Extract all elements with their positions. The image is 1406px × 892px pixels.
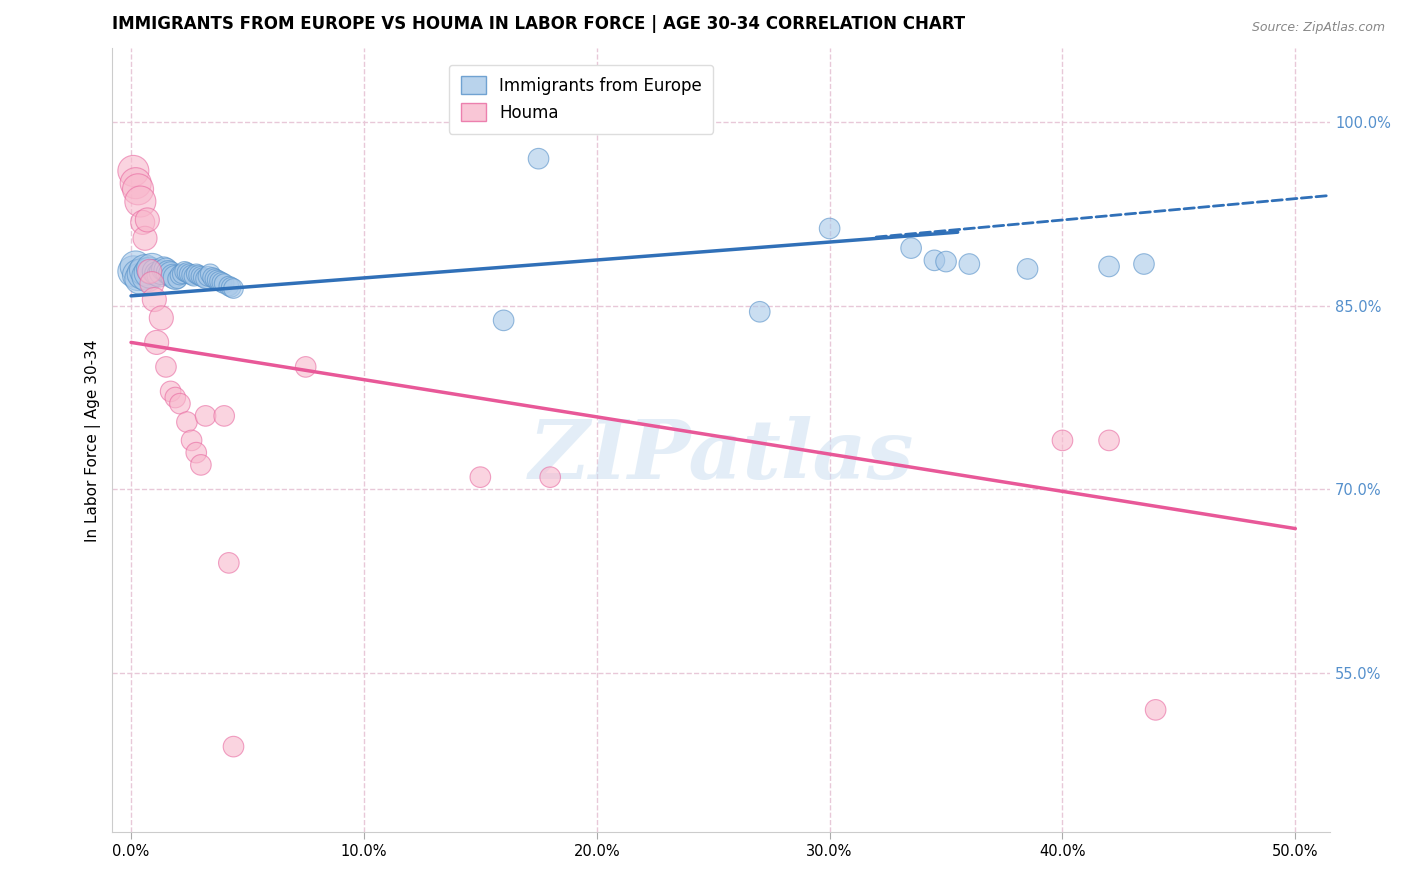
Point <box>127 268 149 282</box>
Point <box>122 164 145 178</box>
Point <box>212 409 235 423</box>
Point <box>127 182 149 196</box>
Point <box>134 231 156 245</box>
Point <box>152 261 174 276</box>
Point <box>165 270 187 285</box>
Text: N =: N = <box>595 75 626 93</box>
Point <box>125 260 148 274</box>
Point <box>222 281 245 295</box>
Point <box>176 415 198 429</box>
Point <box>155 263 177 277</box>
Point <box>138 264 160 278</box>
Point <box>194 271 217 285</box>
Point <box>143 264 166 278</box>
Point <box>141 277 163 291</box>
Point <box>136 213 159 227</box>
Point <box>143 293 166 307</box>
Text: R =: R = <box>505 75 536 93</box>
Point <box>924 253 946 268</box>
Point <box>131 267 153 281</box>
Point <box>1133 257 1156 271</box>
Point <box>186 267 208 281</box>
Point <box>176 266 198 280</box>
Point <box>204 271 226 285</box>
Point <box>136 269 159 284</box>
Point <box>169 397 191 411</box>
Text: Source: ZipAtlas.com: Source: ZipAtlas.com <box>1251 21 1385 34</box>
Point <box>957 257 980 271</box>
Point <box>294 359 316 374</box>
Point <box>527 152 550 166</box>
Point <box>218 556 240 570</box>
Text: 0.301: 0.301 <box>533 75 588 93</box>
Point <box>141 261 163 276</box>
Point <box>222 739 245 754</box>
Point <box>190 458 212 472</box>
Point <box>173 264 195 278</box>
Point <box>212 277 235 291</box>
Point <box>194 409 217 423</box>
Point <box>818 221 841 235</box>
Point <box>900 241 922 255</box>
Point <box>122 264 145 278</box>
Y-axis label: In Labor Force | Age 30-34: In Labor Force | Age 30-34 <box>86 339 101 541</box>
Point <box>187 268 209 282</box>
Point <box>1098 260 1121 274</box>
Point <box>186 445 208 459</box>
Point <box>180 268 202 282</box>
Point <box>1144 703 1167 717</box>
Point <box>1098 434 1121 448</box>
Point <box>208 274 231 288</box>
Point <box>935 254 957 268</box>
Point <box>169 268 191 282</box>
Point <box>157 266 180 280</box>
Point <box>470 470 492 484</box>
Text: -0.194: -0.194 <box>530 106 592 125</box>
Point <box>197 269 219 284</box>
Point <box>166 271 188 285</box>
Point <box>150 310 173 325</box>
Text: N =: N = <box>595 106 626 125</box>
Text: ZIPatlas: ZIPatlas <box>529 416 914 496</box>
Point <box>218 279 240 293</box>
Text: IMMIGRANTS FROM EUROPE VS HOUMA IN LABOR FORCE | AGE 30-34 CORRELATION CHART: IMMIGRANTS FROM EUROPE VS HOUMA IN LABOR… <box>112 15 966 33</box>
Point <box>183 269 205 284</box>
Point <box>190 269 212 284</box>
Point <box>134 263 156 277</box>
Point <box>159 267 181 281</box>
Point <box>219 280 242 294</box>
Point <box>180 434 202 448</box>
Point <box>145 335 167 350</box>
Point <box>200 267 222 281</box>
Point <box>125 176 148 190</box>
Text: R =: R = <box>505 106 536 125</box>
Point <box>179 267 201 281</box>
Point <box>148 268 170 282</box>
Point <box>138 266 160 280</box>
Point <box>211 276 233 290</box>
Point <box>538 470 561 484</box>
Point <box>155 359 177 374</box>
Point <box>1017 261 1039 276</box>
Point <box>129 194 152 209</box>
Point <box>205 273 228 287</box>
Point <box>492 313 515 327</box>
Point <box>748 305 770 319</box>
Point <box>129 271 152 285</box>
Point <box>131 215 153 229</box>
Point <box>150 266 173 280</box>
Point <box>145 267 167 281</box>
Point <box>162 269 184 284</box>
Point <box>193 270 215 285</box>
Legend: Immigrants from Europe, Houma: Immigrants from Europe, Houma <box>449 64 713 134</box>
Point <box>165 391 187 405</box>
Point <box>201 270 224 285</box>
Point <box>172 267 194 281</box>
Point <box>1052 434 1074 448</box>
Point <box>159 384 181 399</box>
Text: 54: 54 <box>619 75 643 93</box>
Text: 31: 31 <box>619 106 643 125</box>
